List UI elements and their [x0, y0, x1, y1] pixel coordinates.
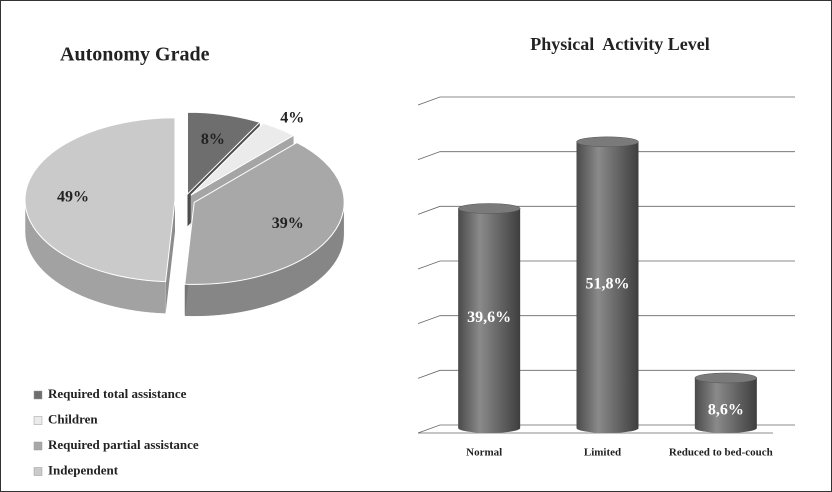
- data-label: 8,6%: [708, 402, 744, 419]
- bar-top: [457, 203, 521, 214]
- legend-label: Children: [48, 411, 98, 426]
- pie-title: Autonomy Grade: [60, 44, 210, 66]
- legend-label: Independent: [48, 462, 119, 477]
- grid-line: [417, 96, 795, 106]
- grid-line: [417, 260, 795, 270]
- legend-swatch: [33, 467, 43, 476]
- data-label: 49%: [57, 189, 89, 206]
- pie-slice: [186, 111, 261, 196]
- bar: [458, 208, 521, 433]
- x-tick-label: Reduced to bed-couch: [669, 447, 773, 459]
- data-label: 39%: [272, 215, 304, 232]
- bar-top: [576, 136, 639, 148]
- legend-swatch: [33, 441, 43, 451]
- data-label: 4%: [280, 110, 304, 127]
- data-label: 51,8%: [586, 276, 630, 293]
- bar: [576, 141, 639, 433]
- grid-line: [417, 424, 795, 434]
- x-tick-label: Limited: [584, 447, 621, 459]
- pie-slice: [190, 122, 295, 196]
- pie-slice: [184, 142, 345, 285]
- legend-swatch: [33, 416, 43, 425]
- grid-line: [417, 205, 795, 215]
- bar-title: Physical Activity Level: [530, 34, 709, 54]
- bar-top: [694, 372, 758, 384]
- pie-edge: [165, 199, 176, 314]
- legend-label: Required total assistance: [48, 386, 187, 401]
- bar: [694, 377, 757, 433]
- legend-label: Required partial assistance: [48, 437, 199, 452]
- x-tick-label: Normal: [466, 447, 502, 459]
- legend-swatch: [33, 390, 43, 400]
- grid-line: [417, 151, 795, 161]
- grid-line: [417, 369, 795, 379]
- grid-line: [417, 315, 795, 325]
- pie-slice: [24, 117, 176, 283]
- data-label: 39,6%: [467, 309, 511, 326]
- data-label: 8%: [201, 131, 225, 148]
